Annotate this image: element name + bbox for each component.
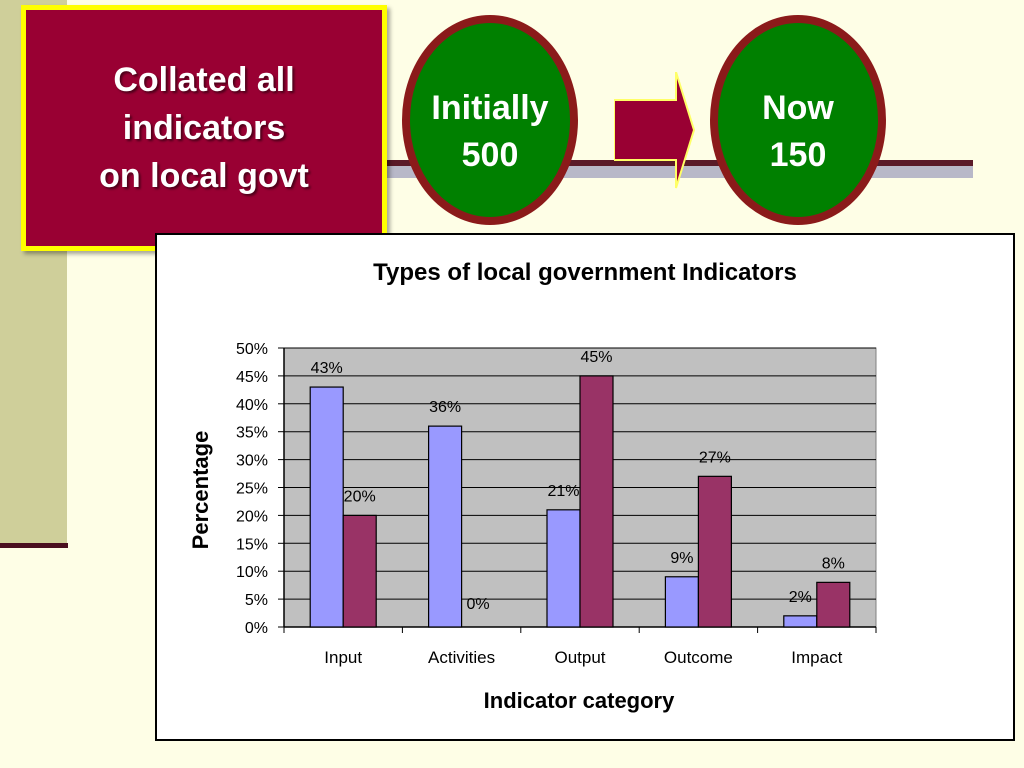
y-tick-label: 45% <box>236 369 268 386</box>
y-tick-label: 15% <box>236 536 268 553</box>
initial-count-circle: Initially 500 <box>402 15 578 225</box>
slide-title-box: Collated all indicators on local govt <box>21 5 387 251</box>
chart-frame: Types of local government Indicators 0% 5%… <box>155 233 1015 741</box>
initial-count-value: 500 <box>461 136 519 174</box>
x-tick-label: Impact <box>791 648 842 667</box>
slide-title: Collated all indicators on local govt <box>74 56 334 200</box>
data-label: 8% <box>822 555 845 572</box>
current-count-label: Now <box>762 89 834 127</box>
left-decor-line <box>0 543 68 548</box>
initial-count-label: Initially <box>431 89 549 127</box>
bar <box>697 475 733 628</box>
data-label: 9% <box>670 550 693 567</box>
current-count-circle: Now 150 <box>710 15 886 225</box>
chart-title: Types of local government Indicators <box>373 259 797 286</box>
data-label: 43% <box>311 360 343 377</box>
y-axis-title: Percentage <box>188 431 213 550</box>
y-tick-label: 5% <box>245 592 268 609</box>
y-tick-label: 50% <box>236 341 268 358</box>
data-label: 27% <box>699 449 731 466</box>
data-label: 36% <box>429 399 461 416</box>
y-tick-label: 10% <box>236 564 268 581</box>
bar <box>546 509 581 628</box>
bar <box>783 615 818 628</box>
current-count-value: 150 <box>769 136 827 174</box>
x-tick-label: Outcome <box>664 648 733 667</box>
y-tick-label: 30% <box>236 453 268 470</box>
data-label: 0% <box>467 596 490 613</box>
bar <box>309 386 344 628</box>
bar-chart: Types of local government Indicators 0% 5%… <box>188 259 877 713</box>
slide-title-line-1: Collated all <box>113 61 295 99</box>
y-tick-label: 25% <box>236 481 268 498</box>
bar <box>664 576 699 628</box>
bar <box>428 425 463 628</box>
y-tick-label: 35% <box>236 425 268 442</box>
y-tick-label: 40% <box>236 397 268 414</box>
right-arrow-icon <box>614 72 696 189</box>
data-label: 45% <box>580 349 612 366</box>
bar <box>579 375 614 628</box>
y-tick-label: 20% <box>236 508 268 525</box>
bar <box>816 581 851 628</box>
y-tick-label: 0% <box>245 620 268 637</box>
x-axis-title: Indicator category <box>484 688 675 713</box>
bar <box>342 514 377 628</box>
slide-title-line-2: indicators <box>122 109 286 147</box>
x-tick-label: Activities <box>428 648 495 667</box>
data-label: 21% <box>547 483 579 500</box>
x-tick-label: Input <box>324 648 362 667</box>
slide-title-line-3: on local govt <box>99 157 309 195</box>
x-tick-label: Output <box>554 648 605 667</box>
data-label: 2% <box>789 589 812 606</box>
data-label: 20% <box>344 488 376 505</box>
